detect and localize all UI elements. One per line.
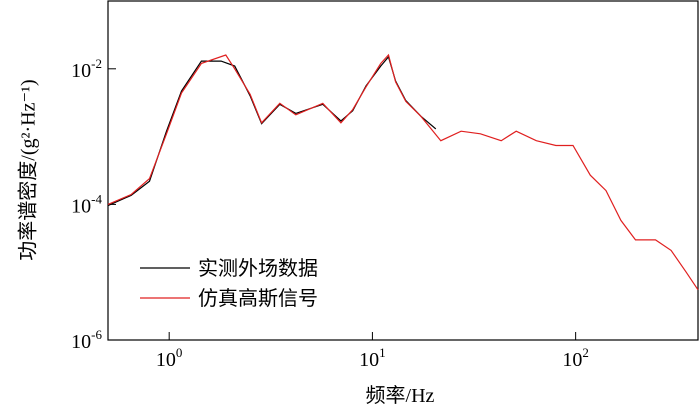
tick-label: 10-6 <box>71 327 102 353</box>
tick-label: 100 <box>156 345 183 371</box>
tick-exponent: 2 <box>582 345 589 360</box>
tick-exponent: -6 <box>91 327 102 342</box>
tick-label: 10-2 <box>71 56 102 82</box>
tick-label: 102 <box>562 345 589 371</box>
tick-base: 10 <box>359 349 379 371</box>
legend-label: 仿真高斯信号 <box>198 287 318 310</box>
tick-base: 10 <box>156 349 176 371</box>
tick-base: 10 <box>71 60 91 82</box>
x-axis-label: 频率/Hz <box>366 384 435 407</box>
tick-exponent: 1 <box>379 345 386 360</box>
tick-exponent: -2 <box>91 56 102 71</box>
tick-base: 10 <box>71 331 91 353</box>
series-line <box>107 55 437 207</box>
y-axis-label: 功率谱密度/(g²·Hz⁻¹) <box>17 79 40 260</box>
tick-exponent: -4 <box>91 191 102 206</box>
tick-base: 10 <box>71 195 91 217</box>
tick-label: 10-4 <box>71 191 102 217</box>
legend-label: 实测外场数据 <box>198 257 318 280</box>
tick-exponent: 0 <box>176 345 183 360</box>
tick-base: 10 <box>562 349 582 371</box>
plot-frame <box>107 0 699 341</box>
tick-label: 101 <box>359 345 386 371</box>
series-line <box>107 53 699 291</box>
